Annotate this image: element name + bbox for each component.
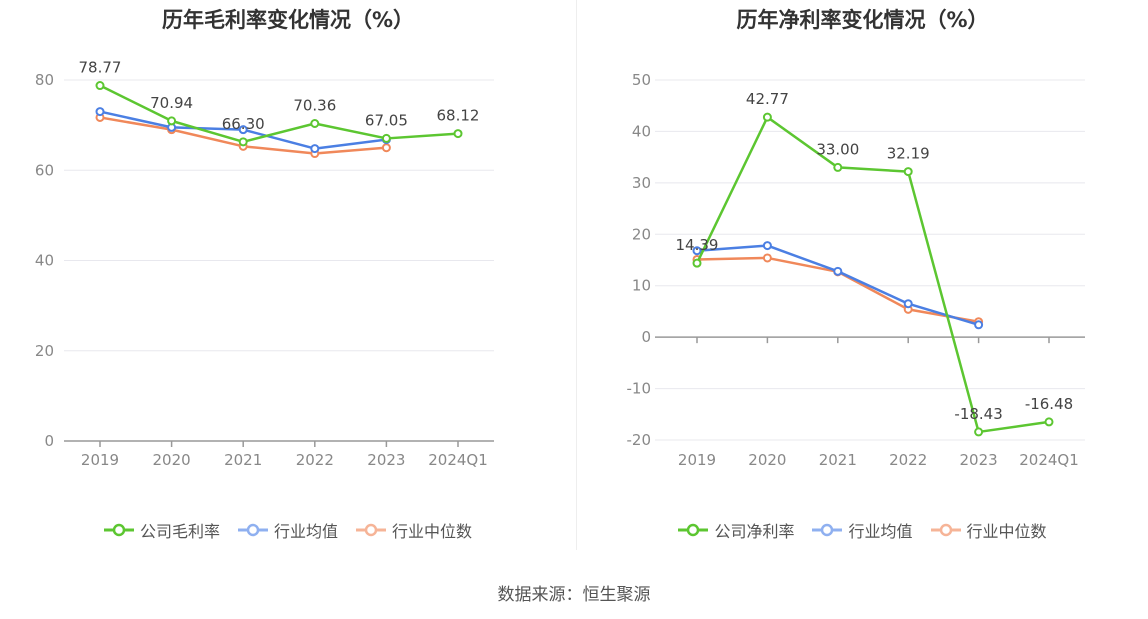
legend-label: 行业中位数 [966,522,1047,541]
x-tick-label: 2024Q1 [1019,451,1079,469]
data-point-industry-median [381,143,391,153]
data-point-company [95,81,105,91]
data-point-company [381,133,391,143]
x-tick-label: 2023 [367,451,405,469]
data-point-company [310,119,320,129]
legend-label: 行业均值 [273,522,338,541]
y-tick-label: 20 [632,225,651,243]
legend-line-icon [930,523,961,537]
legend-item-industry-median[interactable]: 行业中位数 [356,518,472,542]
data-label: -18.43 [954,405,1002,423]
legend-item-company-gross-margin[interactable]: 公司毛利率 [103,518,220,542]
data-point-industry-average [833,266,843,276]
y-tick-label: 30 [632,174,651,192]
net-margin-legend: 公司净利率 行业均值 行业中位数 [577,518,1148,542]
data-label: 70.36 [293,97,336,115]
x-tick-label: 2023 [960,451,998,469]
y-tick-label: 50 [632,71,651,89]
legend-label: 公司毛利率 [139,522,220,541]
x-tick-label: 2022 [889,451,927,469]
legend-line-icon [356,523,386,537]
y-tick-label: 0 [44,432,54,450]
x-tick-label: 2024Q1 [428,451,488,469]
gross-margin-chart: 0 20 40 60 80 2019 2020 2021 2022 2023 2024Q1 78.77… [35,59,494,469]
x-tick-label: 2020 [153,451,191,469]
data-point-industry-average [692,246,702,256]
data-label: 66.30 [222,115,265,133]
data-point-company [692,258,702,268]
legend-item-industry-average[interactable]: 行业均值 [237,518,338,542]
legend-item-industry-median[interactable]: 行业中位数 [930,518,1047,542]
net-margin-chart-title: 历年净利率变化情况（%） [736,8,989,32]
data-point-industry-median [762,253,772,263]
data-point-industry-average [903,299,913,309]
data-label: 70.94 [150,94,193,112]
y-tick-label: 40 [35,252,54,270]
y-tick-label: -20 [627,431,652,449]
legend-label: 行业均值 [848,522,913,541]
net-margin-chart: -20 -10 0 10 20 30 40 50 2019 2020 2021 2022 2023 202… [627,71,1085,469]
data-point-company [1044,417,1054,427]
data-label: 67.05 [365,111,408,129]
legend-line-icon [237,523,268,537]
data-point-company [762,112,772,122]
data-point-industry-average [310,144,320,154]
panel-divider [576,0,577,550]
legend-label: 行业中位数 [392,522,473,541]
y-tick-label: 0 [641,328,651,346]
gross-margin-chart-title: 历年毛利率变化情况（%） [161,8,415,32]
data-point-industry-average [762,241,772,251]
y-tick-label: 60 [35,161,54,179]
x-tick-label: 2022 [296,451,334,469]
y-tick-label: 20 [35,342,54,360]
data-label: 42.77 [746,90,789,108]
legend-line-icon [103,523,134,537]
data-point-company [833,162,843,172]
data-label: -16.48 [1025,395,1073,413]
y-tick-label: -10 [627,380,652,398]
data-point-industry-average [95,107,105,117]
data-point-company [167,116,177,126]
data-source-note: 数据来源：恒生聚源 [497,585,651,605]
legend-line-icon [812,523,843,537]
gross-margin-legend: 公司毛利率 行业均值 行业中位数 [0,518,576,542]
data-point-company [974,427,984,437]
x-tick-label: 2019 [81,451,119,469]
x-tick-label: 2020 [748,451,786,469]
y-tick-label: 10 [632,277,651,295]
legend-line-icon [678,523,709,537]
data-point-industry-average [238,125,248,135]
gross-margin-chart-panel: 历年毛利率变化情况（%） 0 20 40 60 80 2019 2020 2021 2022 20… [0,0,576,560]
data-label: 14.39 [676,236,719,254]
data-label: 32.19 [887,145,930,163]
data-point-industry-average [974,320,984,330]
data-point-company [453,129,463,139]
data-label: 78.77 [79,59,122,77]
y-tick-label: 40 [632,122,651,140]
y-tick-label: 80 [35,71,54,89]
net-margin-chart-panel: 历年净利率变化情况（%） -20 -10 0 10 20 30 40 50 2019 2020 20… [577,0,1148,560]
data-point-company [903,167,913,177]
x-tick-label: 2021 [819,451,857,469]
legend-label: 公司净利率 [714,522,795,541]
x-tick-label: 2019 [678,451,716,469]
series-line-company [99,84,459,144]
series-line-company [695,115,1050,434]
data-label: 68.12 [437,107,480,125]
data-label: 33.00 [816,140,859,158]
data-point-company [238,137,248,147]
legend-item-industry-average[interactable]: 行业均值 [812,518,913,542]
x-tick-label: 2021 [224,451,262,469]
legend-item-company-net-margin[interactable]: 公司净利率 [678,518,794,542]
